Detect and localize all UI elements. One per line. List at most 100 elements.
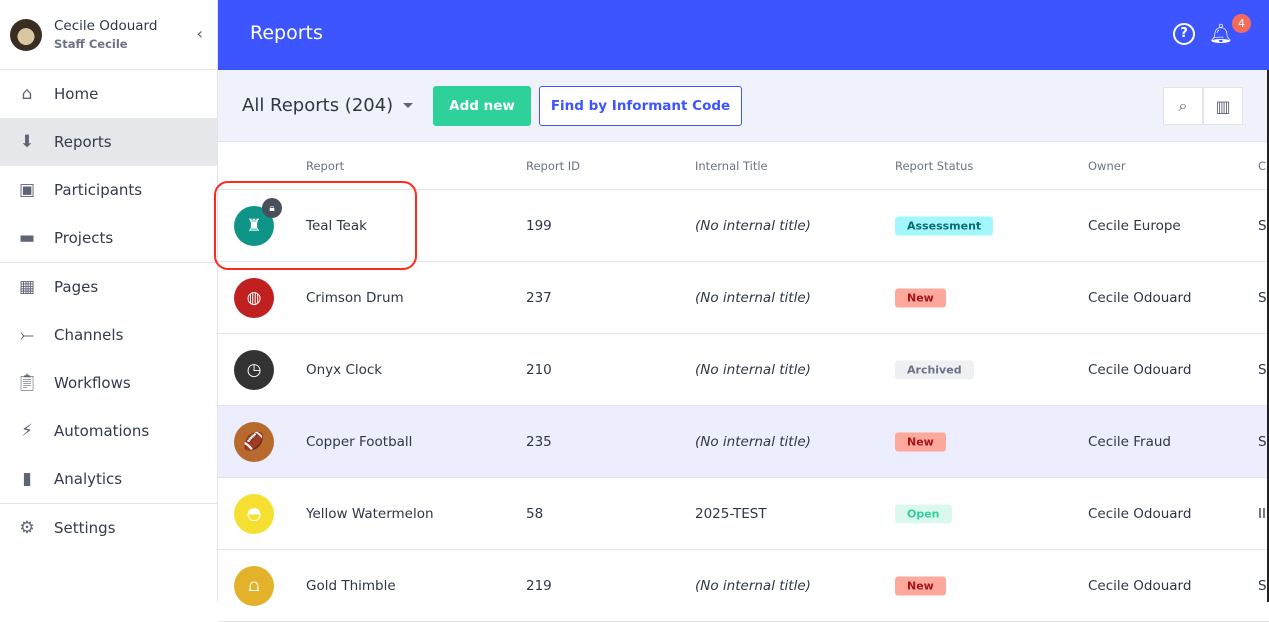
internal-title: (No internal title) <box>695 361 811 378</box>
report-name[interactable]: Copper Football <box>306 433 413 450</box>
report-avatar-icon: ⩍ <box>234 566 274 606</box>
owner: Cecile Fraud <box>1088 433 1171 450</box>
merge-arrow-icon: ⤚ <box>20 325 34 345</box>
report-name[interactable]: Crimson Drum <box>306 289 404 306</box>
report-id: 235 <box>526 433 552 450</box>
sidebar-item-reports[interactable]: ⬇ Reports <box>0 118 217 166</box>
divider <box>0 503 217 504</box>
contact-calendar-icon: ▣ <box>18 180 36 200</box>
gear-icon: ⚙ <box>19 518 35 538</box>
table-row[interactable]: ♜ 🔒︎ Teal Teak 199 (No internal title) A… <box>218 190 1269 262</box>
truncated-cell: S <box>1258 289 1267 306</box>
internal-title: 2025-TEST <box>695 505 767 522</box>
user-name: Cecile Odouard <box>54 18 158 34</box>
owner: Cecile Europe <box>1088 217 1181 234</box>
report-name[interactable]: Yellow Watermelon <box>306 505 434 522</box>
sidebar-item-automations[interactable]: ⚡︎ Automations <box>0 407 217 455</box>
status-badge: Open <box>895 504 952 523</box>
lock-icon: 🔒︎ <box>262 198 282 218</box>
report-id: 210 <box>526 361 552 378</box>
sidebar-item-label: Automations <box>54 422 150 440</box>
sidebar-item-label: Projects <box>54 229 114 247</box>
report-avatar-icon: ◓ <box>234 494 274 534</box>
sidebar-item-settings[interactable]: ⚙ Settings <box>0 504 217 552</box>
view-selector[interactable]: All Reports (204) <box>242 95 394 116</box>
status-badge: Assessment <box>895 216 994 235</box>
truncated-cell: S <box>1258 433 1267 450</box>
columns-icon[interactable]: ▥ <box>1203 87 1243 125</box>
report-avatar-icon: ◷ <box>234 350 274 390</box>
sidebar-item-workflows[interactable]: 📋︎ Workflows <box>0 359 217 407</box>
chevron-down-icon[interactable] <box>403 103 413 108</box>
status-badge: New <box>895 432 946 451</box>
report-avatar-icon: 🏈 <box>234 422 274 462</box>
bell-icon[interactable]: 🔔︎ <box>1208 23 1233 45</box>
report-avatar-icon: ◍ <box>234 278 274 318</box>
folder-icon: ▬ <box>18 228 36 248</box>
divider <box>0 262 217 263</box>
sidebar-item-home[interactable]: ⌂ Home <box>0 70 217 118</box>
owner: Cecile Odouard <box>1088 505 1192 522</box>
table-row[interactable]: ◓ Yellow Watermelon 58 2025-TEST Open Ce… <box>218 478 1269 550</box>
sidebar-item-label: Pages <box>54 278 99 296</box>
sidebar-item-projects[interactable]: ▬ Projects <box>0 214 217 262</box>
sidebar-item-label: Analytics <box>54 470 123 488</box>
sidebar-item-pages[interactable]: ▦ Pages <box>0 263 217 311</box>
add-new-button[interactable]: Add new <box>433 86 531 126</box>
clipboard-icon: 📋︎ <box>16 373 38 393</box>
reports-table: Report Report ID Internal Title Report S… <box>218 142 1269 622</box>
toolbar: All Reports (204) Add new Find by Inform… <box>218 70 1269 142</box>
col-owner[interactable]: Owner <box>1088 159 1126 173</box>
sidebar-item-label: Participants <box>54 181 143 199</box>
sidebar-item-analytics[interactable]: ▮ Analytics <box>0 455 217 503</box>
user-profile[interactable]: Cecile Odouard Staff Cecile ‹ <box>0 0 217 70</box>
table-header: Report Report ID Internal Title Report S… <box>218 142 1269 190</box>
owner: Cecile Odouard <box>1088 289 1192 306</box>
bar-chart-icon: ▮ <box>22 469 32 489</box>
internal-title: (No internal title) <box>695 289 811 306</box>
internal-title: (No internal title) <box>695 433 811 450</box>
lightning-icon: ⚡︎ <box>21 421 33 441</box>
internal-title: (No internal title) <box>695 577 811 594</box>
col-truncated[interactable]: Ch <box>1258 159 1269 173</box>
table-row[interactable]: ◍ Crimson Drum 237 (No internal title) N… <box>218 262 1269 334</box>
help-icon[interactable]: ? <box>1173 23 1195 45</box>
page-title: Reports <box>250 22 323 44</box>
table-row[interactable]: ◷ Onyx Clock 210 (No internal title) Arc… <box>218 334 1269 406</box>
col-report-status[interactable]: Report Status <box>895 159 974 173</box>
truncated-cell: S <box>1258 217 1267 234</box>
report-name[interactable]: Gold Thimble <box>306 577 396 594</box>
search-icon[interactable]: ⌕ <box>1163 87 1203 125</box>
scrollbar[interactable] <box>1267 70 1269 602</box>
report-name[interactable]: Teal Teak <box>306 217 367 234</box>
internal-title: (No internal title) <box>695 217 811 234</box>
status-badge: Archived <box>895 360 974 379</box>
sidebar-item-label: Settings <box>54 519 116 537</box>
layout-icon: ▦ <box>18 277 36 297</box>
find-by-informant-code-button[interactable]: Find by Informant Code <box>539 86 742 126</box>
table-row[interactable]: ⩍ Gold Thimble 219 (No internal title) N… <box>218 550 1269 622</box>
sidebar-item-participants[interactable]: ▣ Participants <box>0 166 217 214</box>
report-id: 237 <box>526 289 552 306</box>
report-name[interactable]: Onyx Clock <box>306 361 383 378</box>
report-id: 199 <box>526 217 552 234</box>
status-badge: New <box>895 288 946 307</box>
owner: Cecile Odouard <box>1088 361 1192 378</box>
col-report-id[interactable]: Report ID <box>526 159 581 173</box>
sidebar-item-label: Channels <box>54 326 124 344</box>
sidebar-item-label: Workflows <box>54 374 131 392</box>
col-report[interactable]: Report <box>306 159 345 173</box>
report-id: 58 <box>526 505 544 522</box>
avatar <box>10 18 42 51</box>
table-row[interactable]: 🏈 Copper Football 235 (No internal title… <box>218 406 1269 478</box>
col-internal-title[interactable]: Internal Title <box>695 159 768 173</box>
home-icon: ⌂ <box>21 84 33 104</box>
owner: Cecile Odouard <box>1088 577 1192 594</box>
sidebar-item-label: Reports <box>54 133 112 151</box>
notification-badge: 4 <box>1232 14 1251 33</box>
sidebar-item-channels[interactable]: ⤚ Channels <box>0 311 217 359</box>
truncated-cell: II <box>1258 505 1266 522</box>
truncated-cell: S <box>1258 361 1267 378</box>
sidebar-item-label: Home <box>54 85 99 103</box>
collapse-sidebar-icon[interactable]: ‹ <box>196 24 203 43</box>
